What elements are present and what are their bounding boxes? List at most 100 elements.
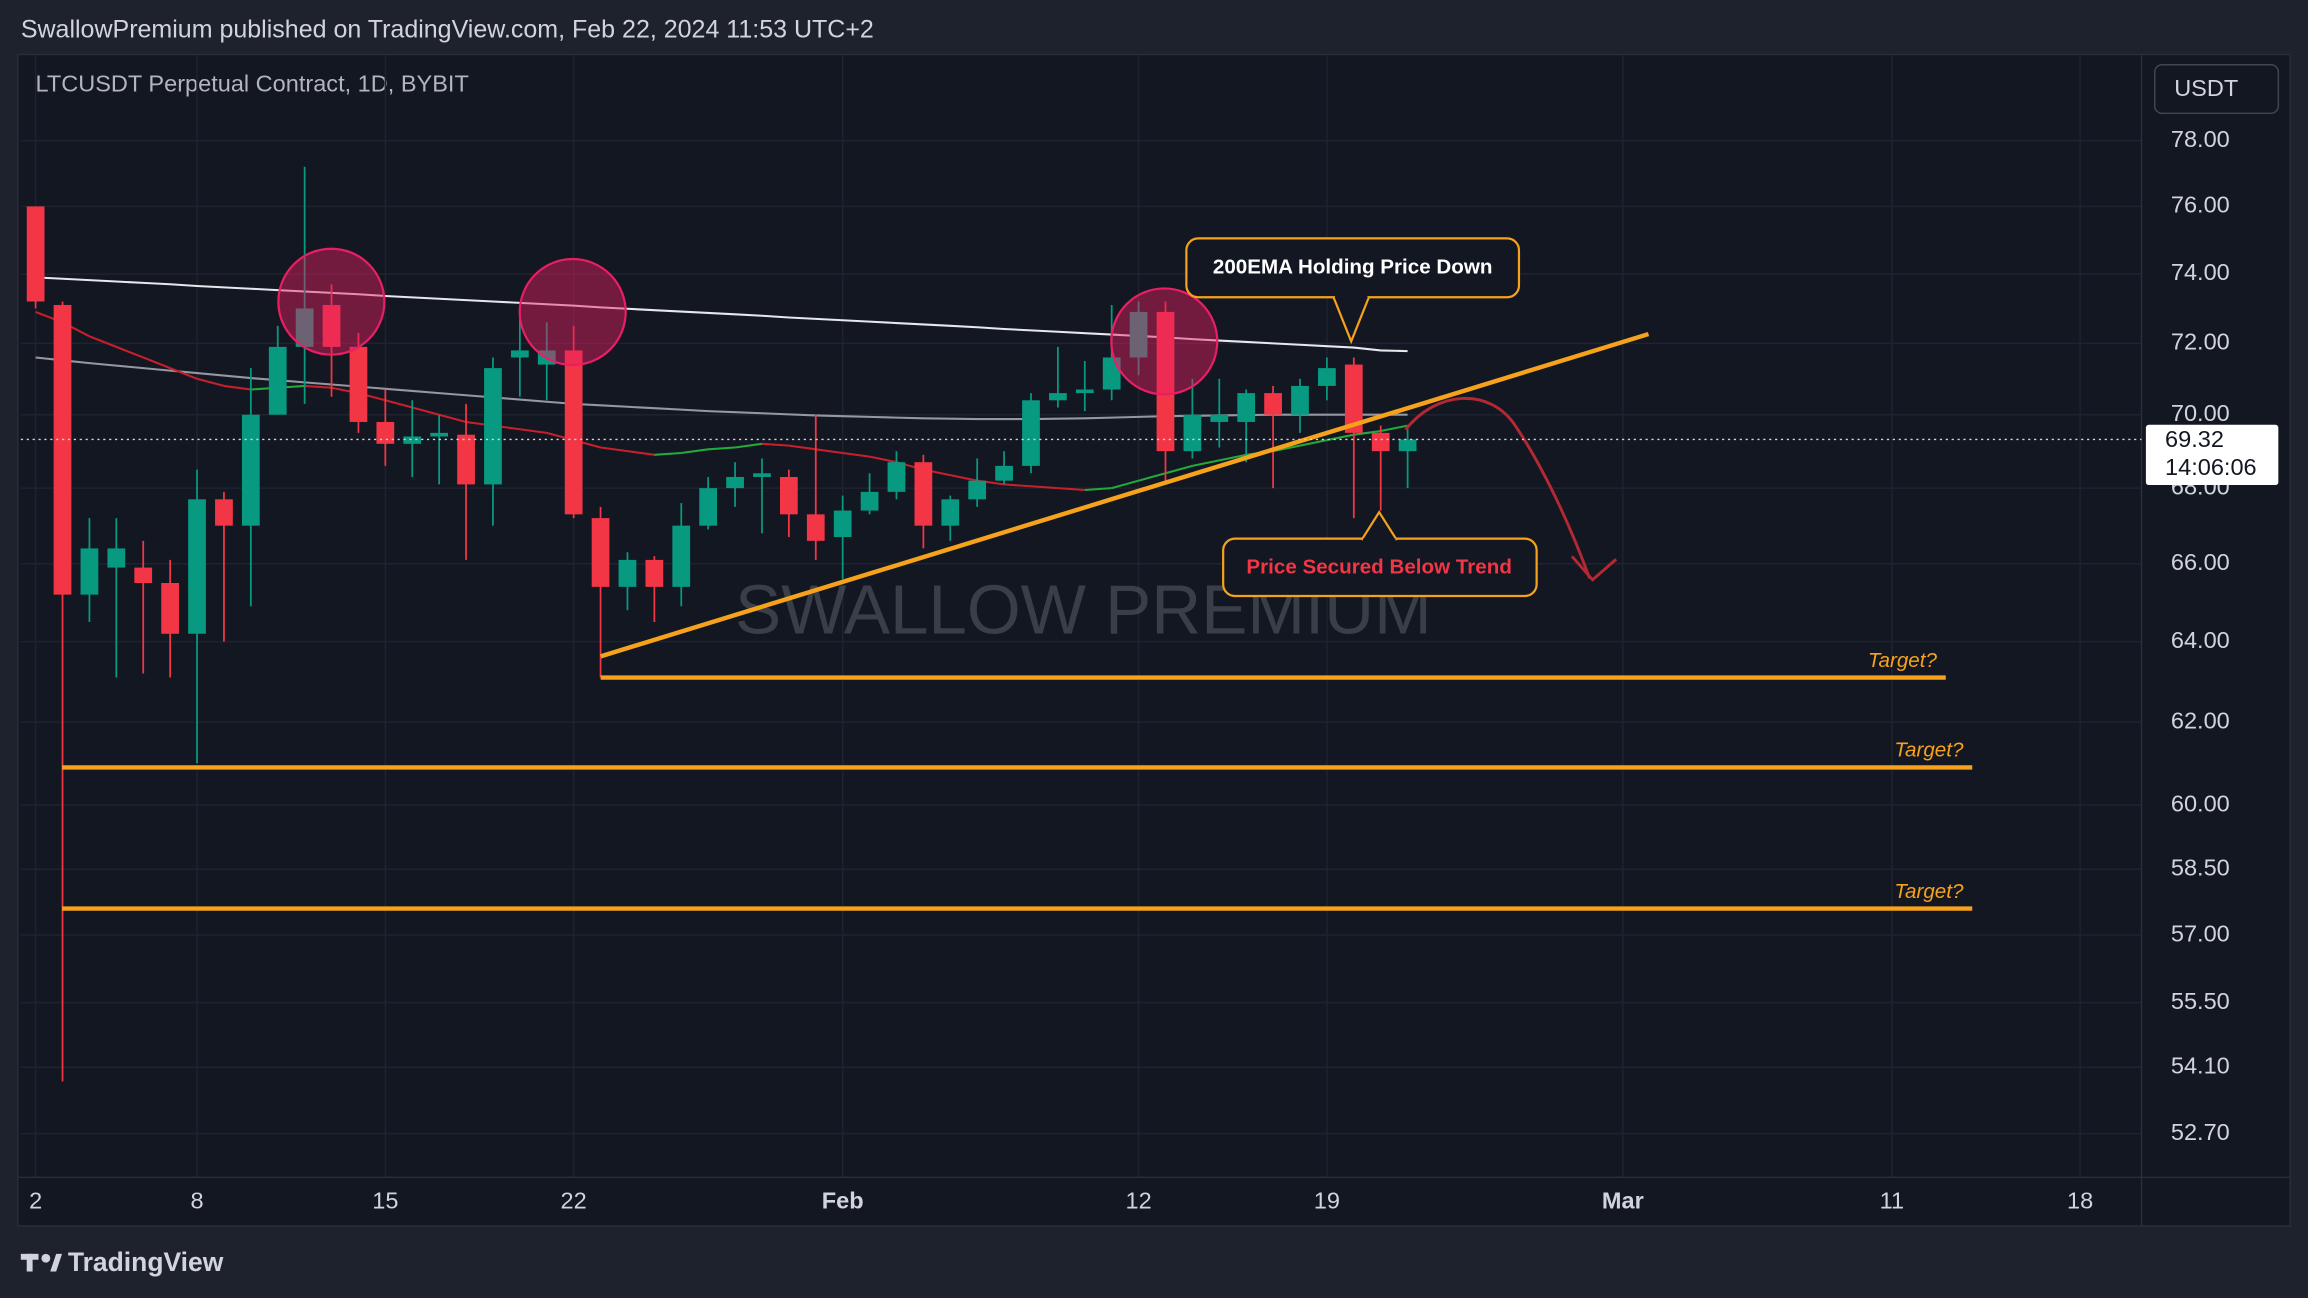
candle-body	[1398, 439, 1417, 452]
logo-mark	[26, 1253, 33, 1272]
indicator-segment	[1380, 424, 1408, 433]
indicator-segment	[869, 455, 897, 464]
candle-body	[726, 476, 744, 489]
indicator-segment	[196, 377, 225, 387]
indicator-segment	[600, 446, 628, 453]
candle-body	[806, 514, 825, 541]
indicator-segment	[1030, 485, 1058, 490]
candle-body	[241, 414, 260, 526]
callout-pointer	[1360, 510, 1398, 541]
x-tick-label: 22	[561, 1188, 587, 1214]
indicator-segment	[411, 406, 440, 416]
candle-body	[887, 462, 906, 492]
currency-label[interactable]: USDT	[2174, 75, 2238, 101]
projection-arrow	[1404, 396, 1591, 579]
callout-text: 200EMA Holding Price Down	[1213, 255, 1493, 278]
candle-body	[833, 510, 852, 538]
indicator-segment	[842, 451, 870, 458]
candle-body	[80, 548, 99, 595]
indicator-segment	[115, 345, 144, 359]
candle-body	[860, 491, 879, 511]
candle-body	[430, 432, 449, 437]
candles	[26, 166, 1417, 1082]
candle-body	[591, 518, 610, 587]
candle-body	[295, 308, 314, 347]
candle-body	[268, 346, 287, 415]
candle-body	[107, 548, 126, 568]
candle-body	[161, 582, 180, 634]
candle-body	[322, 304, 341, 347]
indicator-segment	[761, 442, 789, 447]
candle-body	[1022, 400, 1040, 466]
indicator-segment	[681, 448, 709, 455]
x-tick-label: 12	[1125, 1188, 1151, 1214]
y-tick-label: 60.00	[2171, 790, 2230, 816]
candle-body	[1129, 311, 1148, 358]
y-tick-label: 52.70	[2171, 1119, 2230, 1145]
indicator-segment	[89, 335, 117, 348]
y-tick-label: 72.00	[2171, 329, 2230, 355]
y-tick-label: 54.10	[2171, 1053, 2230, 1079]
candle-body	[914, 462, 933, 526]
candle-body	[1371, 432, 1390, 452]
candle-body	[672, 525, 691, 587]
candle-body	[1318, 368, 1336, 386]
currency-button[interactable]	[2153, 64, 2280, 115]
countdown-label: 14:06:06	[2165, 454, 2257, 480]
indicator-segment	[1353, 430, 1381, 436]
candle-body	[215, 499, 233, 526]
candle-body	[1049, 393, 1067, 401]
chart-title: LTCUSDT Perpetual Contract, 1D, BYBIT	[36, 71, 469, 97]
indicator-segment	[708, 446, 736, 451]
indicator-segment	[169, 367, 198, 380]
indicator-segment	[385, 399, 413, 409]
indicator-segment	[519, 428, 547, 434]
y-tick-label: 76.00	[2171, 192, 2230, 218]
candle-body	[1075, 389, 1094, 394]
indicator-segment	[223, 384, 251, 391]
y-tick-label: 62.00	[2171, 707, 2230, 733]
indicator-segment	[1111, 479, 1139, 490]
indicator-segment	[1004, 483, 1032, 488]
logo: TradingView	[20, 1247, 224, 1277]
callout-text: Price Secured Below Trend	[1246, 555, 1512, 578]
x-tick-label: 2	[29, 1188, 42, 1214]
candle-body	[968, 480, 987, 500]
candle-body	[618, 559, 637, 587]
candle-body	[1183, 414, 1202, 452]
y-tick-label: 55.50	[2171, 988, 2230, 1014]
candle-body	[457, 434, 475, 485]
indicator-line	[35, 276, 1408, 353]
candle-body	[1291, 385, 1309, 415]
candle-body	[1210, 414, 1229, 422]
indicator-segment	[304, 384, 332, 389]
highlight-circle	[277, 247, 386, 356]
indicator-segment	[950, 474, 978, 482]
candle-body	[1237, 393, 1256, 422]
candle-body	[376, 421, 395, 444]
y-tick-label: 57.00	[2171, 920, 2230, 946]
grid	[20, 54, 2142, 1178]
candle-body	[484, 368, 502, 485]
candle-body	[349, 346, 368, 422]
candle-body	[1344, 364, 1363, 433]
y-tick-label: 78.00	[2171, 126, 2230, 152]
candle-body	[753, 473, 771, 477]
target-label: Target?	[1894, 739, 1964, 762]
indicator-segment	[1192, 459, 1220, 467]
last-price-label: 69.32	[2165, 426, 2224, 452]
y-tick-label: 74.00	[2171, 259, 2230, 285]
indicator-segment	[1138, 472, 1166, 482]
chart-area	[17, 53, 2291, 1227]
y-tick-label: 58.50	[2171, 854, 2230, 880]
target-label: Target?	[1894, 880, 1964, 903]
indicator-segment	[1326, 433, 1355, 442]
candle-body	[1156, 311, 1175, 452]
candle-body	[510, 350, 529, 358]
indicator-line	[35, 356, 1408, 421]
x-tick-label: Mar	[1602, 1188, 1644, 1214]
indicator-segment	[734, 442, 763, 449]
x-tick-label: 15	[372, 1188, 398, 1214]
arrow-head	[1570, 555, 1618, 582]
